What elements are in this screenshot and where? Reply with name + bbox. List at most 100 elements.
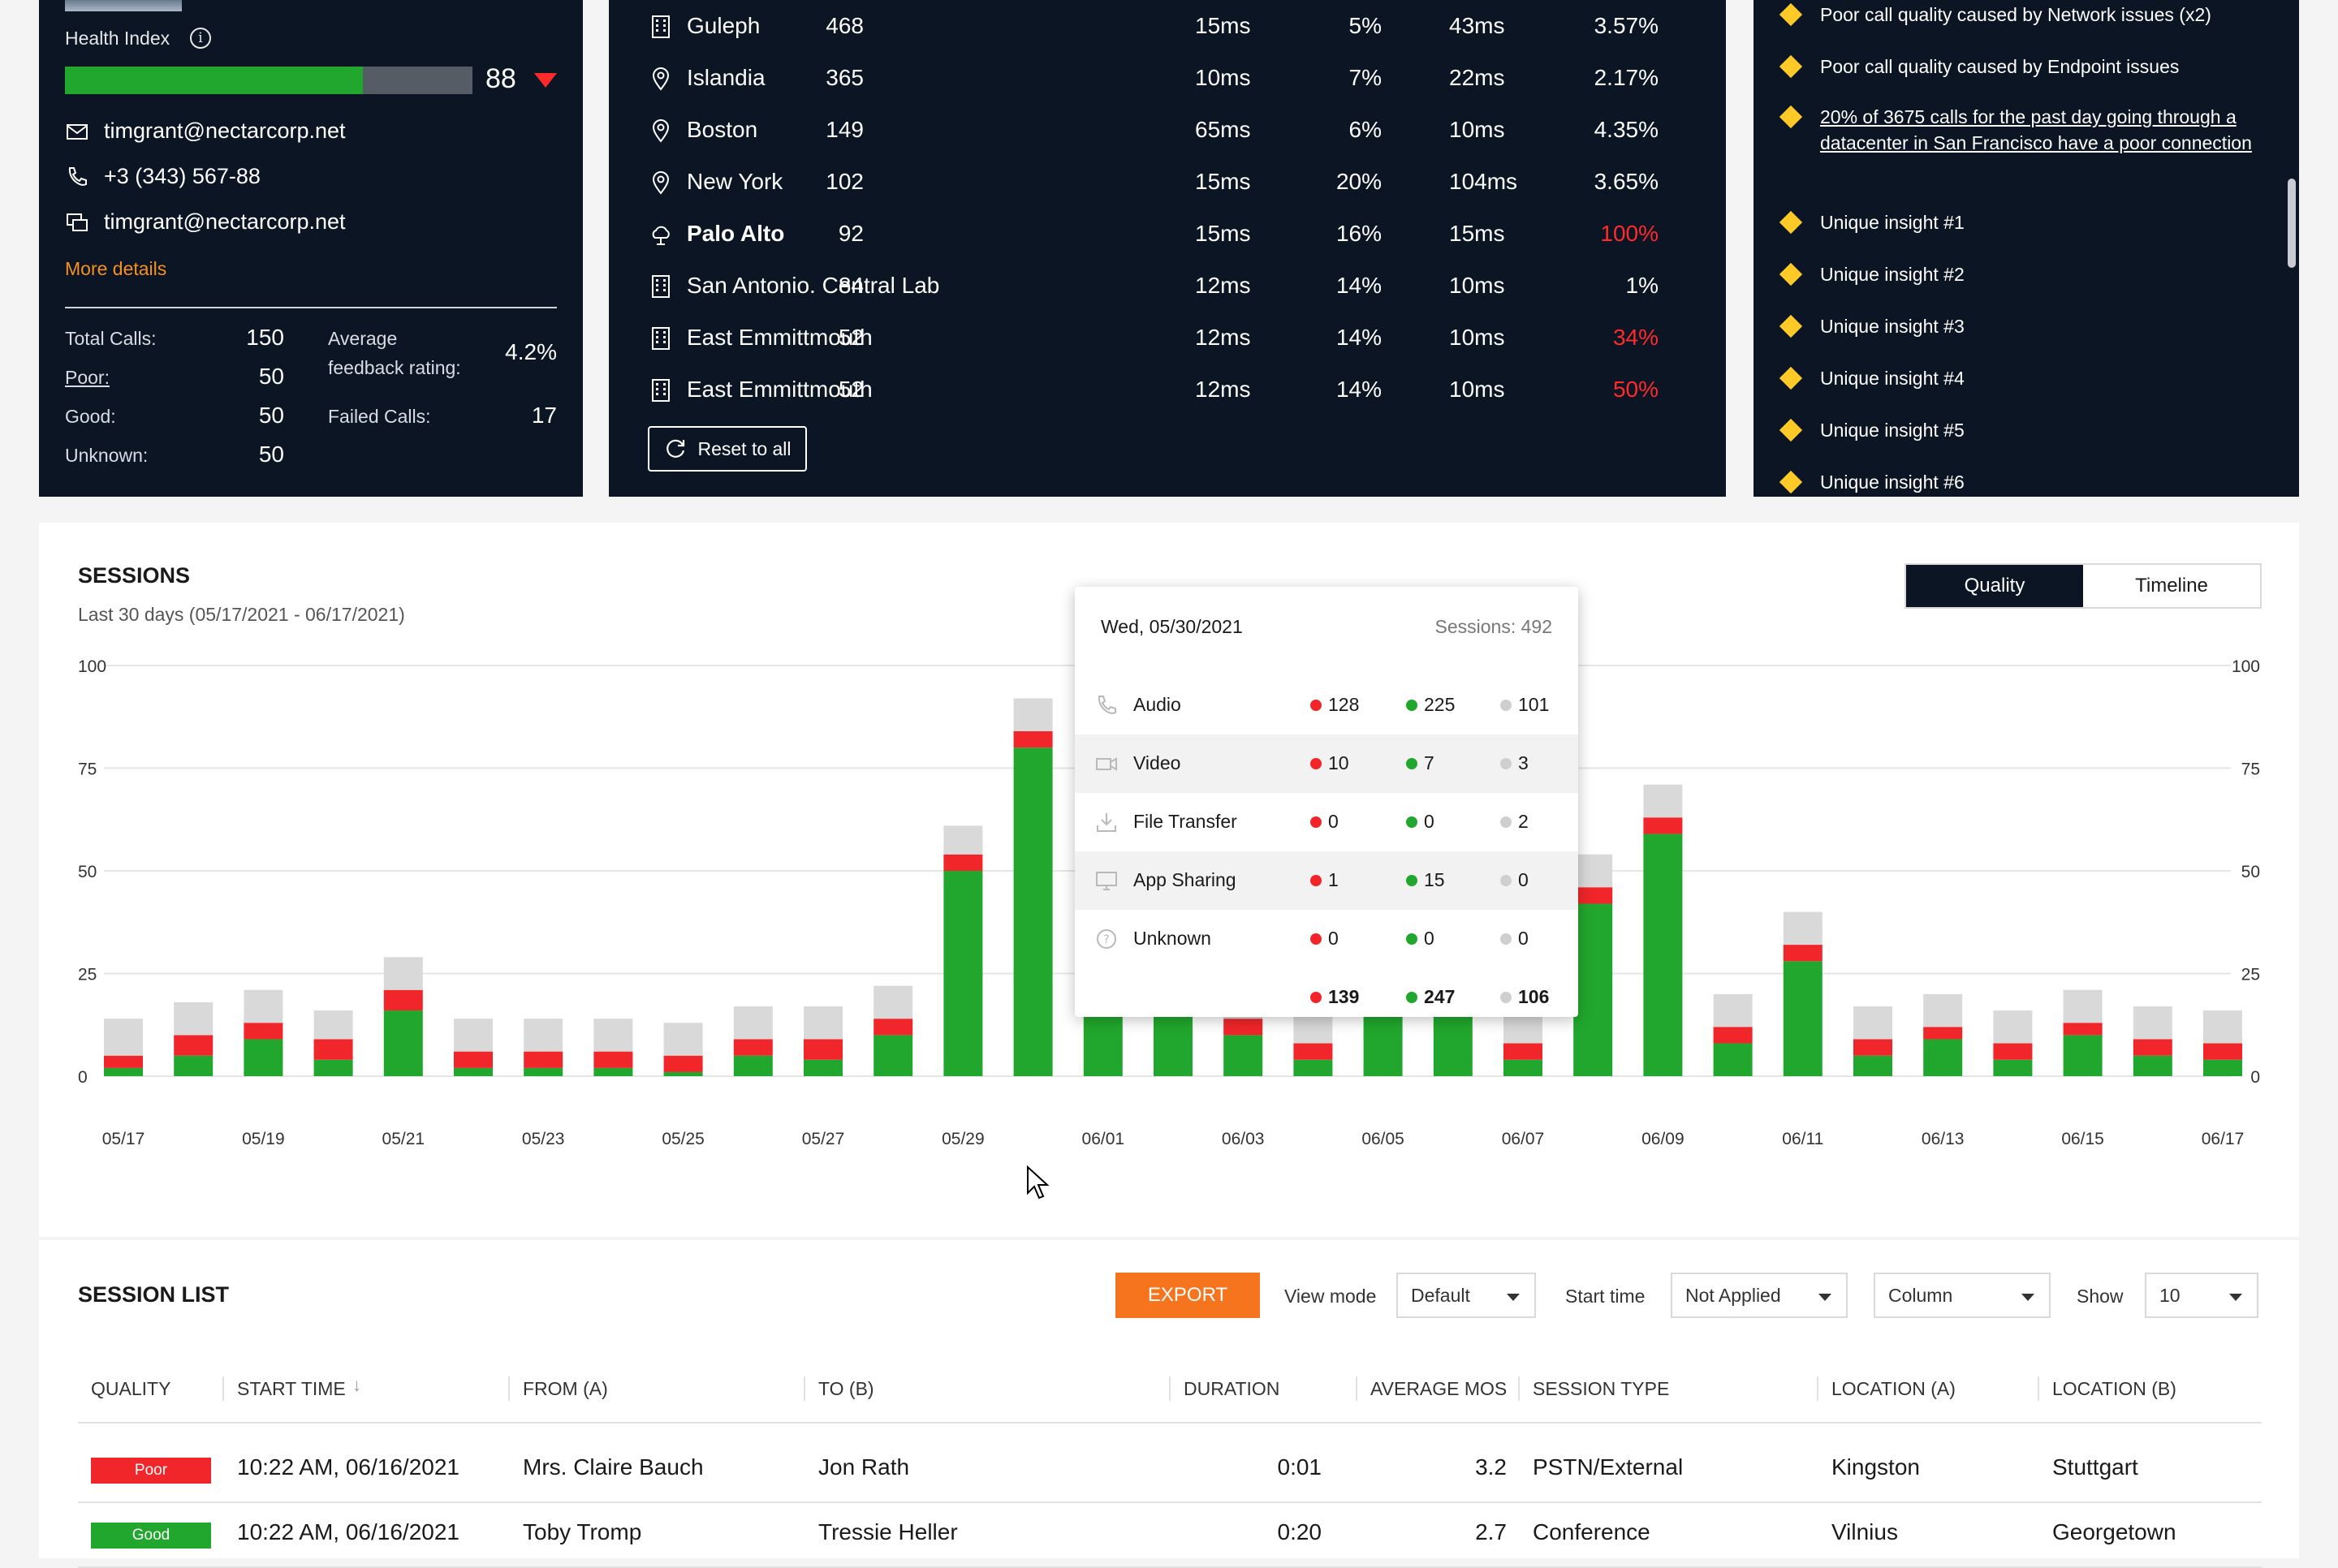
insight-item[interactable]: Unique insight #5: [1779, 417, 2270, 443]
location-row[interactable]: Islandia 365 10ms 7% 22ms 2.17%: [649, 54, 1705, 106]
bar-segment[interactable]: [804, 1006, 843, 1040]
bar-segment[interactable]: [2203, 1010, 2242, 1044]
table-row[interactable]: Good 10:22 AM, 06/16/2021 Toby Tromp Tressi…: [39, 1503, 2299, 1568]
column-divider[interactable]: [2038, 1376, 2039, 1401]
column-divider[interactable]: [1518, 1376, 1520, 1401]
bar-segment[interactable]: [1643, 784, 1683, 818]
bar-segment[interactable]: [1573, 854, 1613, 888]
bar-segment[interactable]: [1713, 993, 1753, 1027]
column-header-session-type[interactable]: SESSION TYPE: [1533, 1378, 1670, 1399]
bar-segment[interactable]: [1713, 1027, 1753, 1044]
bar-segment[interactable]: [943, 825, 983, 855]
insight-item[interactable]: Unique insight #1: [1779, 209, 2270, 235]
insight-item[interactable]: Unique insight #4: [1779, 365, 2270, 391]
bar-segment[interactable]: [874, 1035, 913, 1076]
insight-item[interactable]: Poor call quality caused by Network issu…: [1779, 2, 2270, 28]
bar-segment[interactable]: [1013, 730, 1053, 748]
bar-segment[interactable]: [174, 1002, 214, 1036]
bar-segment[interactable]: [1503, 1043, 1542, 1060]
bar-segment[interactable]: [1293, 1043, 1333, 1060]
bar-segment[interactable]: [1923, 993, 1963, 1027]
bar-segment[interactable]: [943, 871, 983, 1076]
bar-segment[interactable]: [1783, 961, 1823, 1076]
bar-segment[interactable]: [874, 1019, 913, 1036]
bar-segment[interactable]: [1713, 1043, 1753, 1076]
bar-segment[interactable]: [1223, 1019, 1263, 1036]
bar-segment[interactable]: [313, 1059, 353, 1076]
location-row[interactable]: East Emmittmouth 52 12ms 14% 10ms 34%: [649, 313, 1705, 365]
insight-item[interactable]: Unique insight #3: [1779, 313, 2270, 339]
bar-segment[interactable]: [1853, 1006, 1892, 1040]
column-divider[interactable]: [1817, 1376, 1818, 1401]
column-header-to-b[interactable]: TO (B): [818, 1378, 874, 1399]
bar-segment[interactable]: [1363, 1006, 1403, 1076]
bar-segment[interactable]: [1293, 1059, 1333, 1076]
insight-item[interactable]: Unique insight #2: [1779, 261, 2270, 287]
bar-segment[interactable]: [733, 1006, 773, 1040]
bar-segment[interactable]: [313, 1010, 353, 1040]
bar-segment[interactable]: [1573, 903, 1613, 1076]
info-icon[interactable]: i: [190, 28, 211, 49]
location-row[interactable]: Guleph 468 15ms 5% 43ms 3.57%: [649, 2, 1705, 54]
bar-segment[interactable]: [383, 1010, 423, 1076]
bar-segment[interactable]: [804, 1059, 843, 1076]
bar-segment[interactable]: [2203, 1043, 2242, 1060]
insights-scrollbar[interactable]: [2288, 179, 2296, 268]
bar-segment[interactable]: [804, 1039, 843, 1060]
column-header-location-b[interactable]: LOCATION (B): [2052, 1378, 2176, 1399]
bar-segment[interactable]: [383, 957, 423, 990]
bar-segment[interactable]: [454, 1067, 493, 1076]
bar-segment[interactable]: [593, 1051, 633, 1068]
location-row[interactable]: Palo Alto 92 15ms 16% 15ms 100%: [649, 209, 1705, 261]
table-row[interactable]: Poor 10:22 AM, 06/16/2021 Mrs. Claire Bauc…: [39, 1438, 2299, 1503]
bar-segment[interactable]: [1993, 1043, 2033, 1060]
bar-segment[interactable]: [2133, 1055, 2172, 1076]
location-row[interactable]: Boston 149 65ms 6% 10ms 4.35%: [649, 106, 1705, 157]
timeline-toggle-button[interactable]: Timeline: [2135, 575, 2208, 597]
more-details-link[interactable]: More details: [65, 258, 167, 279]
bar-segment[interactable]: [313, 1039, 353, 1060]
column-divider[interactable]: [508, 1376, 510, 1401]
start-time-select[interactable]: Not Applied: [1671, 1273, 1848, 1318]
bar-segment[interactable]: [174, 1035, 214, 1056]
bar-segment[interactable]: [1643, 817, 1683, 834]
bar-segment[interactable]: [1923, 1027, 1963, 1040]
column-header-from-a[interactable]: FROM (A): [523, 1378, 608, 1399]
column-divider[interactable]: [1169, 1376, 1171, 1401]
bar-segment[interactable]: [1923, 1039, 1963, 1076]
column-divider[interactable]: [222, 1376, 224, 1401]
location-row[interactable]: East Emmittmouth 52 12ms 14% 10ms 50%: [649, 365, 1705, 417]
column-header-location-a[interactable]: LOCATION (A): [1831, 1378, 1956, 1399]
bar-segment[interactable]: [2063, 1035, 2103, 1076]
column-header-average-mos[interactable]: AVERAGE MOS: [1370, 1378, 1508, 1399]
poor-calls-link[interactable]: Poor:: [65, 367, 110, 388]
bar-segment[interactable]: [1573, 887, 1613, 904]
column-divider[interactable]: [804, 1376, 805, 1401]
bar-segment[interactable]: [1993, 1010, 2033, 1044]
insight-item[interactable]: Poor call quality caused by Endpoint iss…: [1779, 54, 2270, 80]
phone-contact[interactable]: +3 (343) 567-88: [65, 164, 261, 189]
bar-segment[interactable]: [524, 1067, 563, 1076]
export-button[interactable]: EXPORT: [1115, 1273, 1260, 1318]
bar-segment[interactable]: [244, 989, 283, 1023]
bar-segment[interactable]: [1783, 911, 1823, 946]
bar-segment[interactable]: [593, 1019, 633, 1052]
location-row[interactable]: San Antonio. Central Lab 84 12ms 14% 10ms 1%: [649, 261, 1705, 313]
bar-segment[interactable]: [663, 1023, 703, 1056]
column-select[interactable]: Column: [1874, 1273, 2051, 1318]
column-header-duration[interactable]: DURATION: [1184, 1378, 1280, 1399]
bar-segment[interactable]: [2063, 989, 2103, 1023]
bar-segment[interactable]: [1853, 1055, 1892, 1076]
bar-segment[interactable]: [383, 989, 423, 1011]
bar-segment[interactable]: [104, 1055, 143, 1068]
view-mode-select[interactable]: Default: [1396, 1273, 1536, 1318]
reset-to-all-button[interactable]: Reset to all: [648, 426, 807, 472]
show-count-select[interactable]: 10: [2145, 1273, 2258, 1318]
bar-segment[interactable]: [454, 1051, 493, 1068]
bar-segment[interactable]: [733, 1055, 773, 1076]
column-header-quality[interactable]: QUALITY: [91, 1378, 171, 1399]
email-contact[interactable]: timgrant@nectarcorp.net: [65, 118, 346, 144]
column-divider[interactable]: [1356, 1376, 1357, 1401]
bar-segment[interactable]: [1013, 698, 1053, 731]
bar-segment[interactable]: [663, 1071, 703, 1076]
